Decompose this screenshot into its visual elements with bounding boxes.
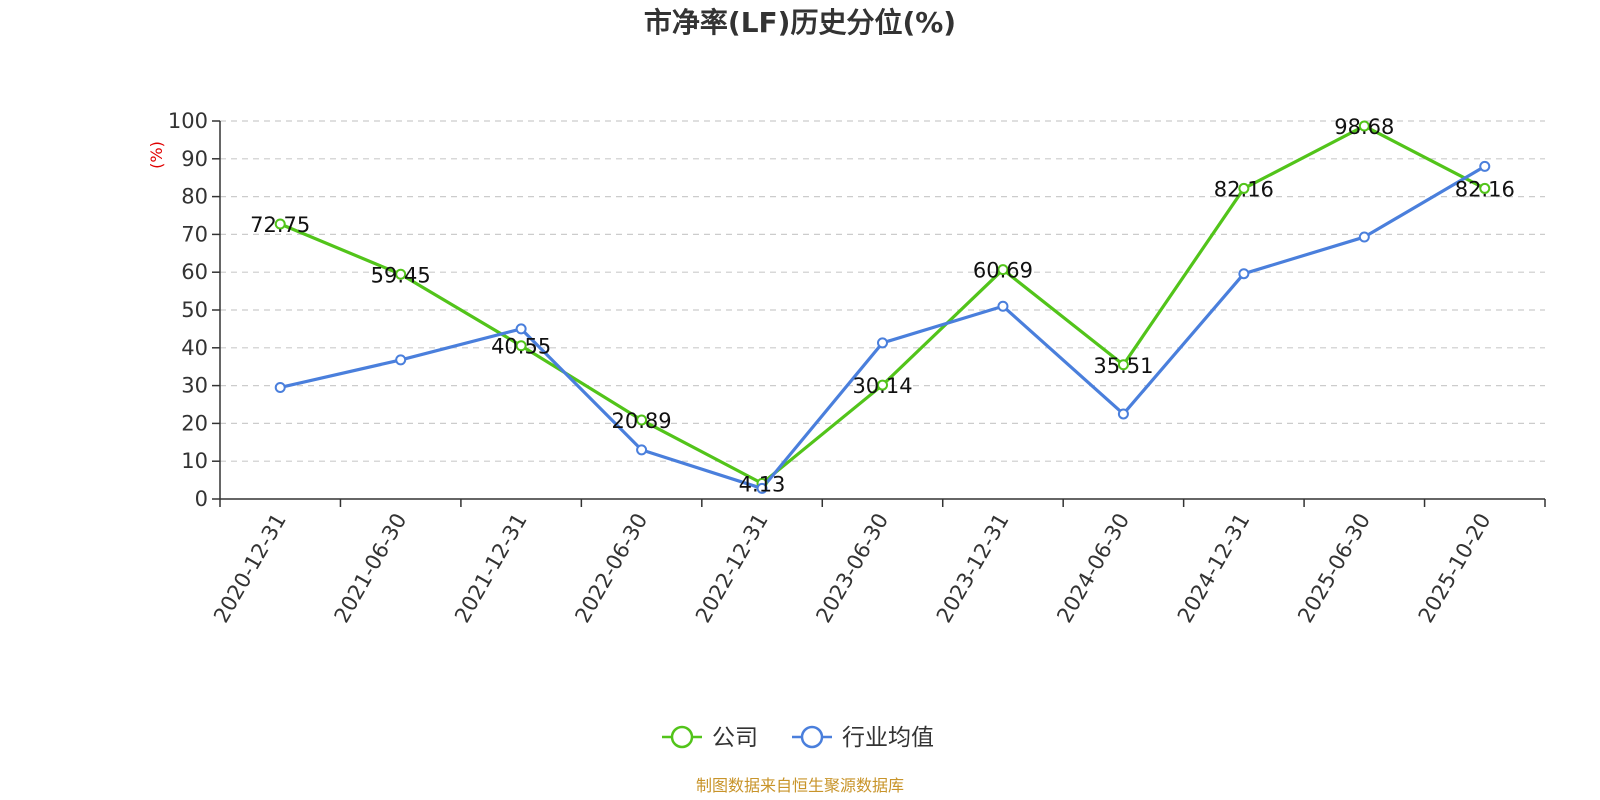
source-note: 制图数据来自恒生聚源数据库 <box>696 776 904 795</box>
data-point-industry-average[interactable] <box>1358 231 1370 243</box>
data-label: 98.68 <box>1334 115 1394 139</box>
x-tick-label: 2021-12-31 <box>450 509 532 627</box>
series-group <box>274 120 1491 494</box>
y-tick-label: 10 <box>181 449 208 473</box>
chart-title: 市净率(LF)历史分位(%) <box>644 6 956 39</box>
data-point-industry-average[interactable] <box>395 354 407 366</box>
data-point-company[interactable] <box>636 414 648 426</box>
series-line-industry-average <box>279 164 1486 491</box>
data-point-company[interactable] <box>395 268 407 280</box>
data-label: 30.14 <box>852 374 912 398</box>
y-tick-label: 80 <box>181 185 208 209</box>
data-label: 4.13 <box>739 472 786 496</box>
y-tick-label: 90 <box>181 147 208 171</box>
x-tick-label: 2025-10-20 <box>1414 509 1496 627</box>
legend-label-industry-average[interactable]: 行业均值 <box>842 725 934 751</box>
x-tick-label: 2024-12-31 <box>1173 509 1255 627</box>
data-label: 82.16 <box>1214 177 1274 201</box>
data-point-company[interactable] <box>1238 182 1250 194</box>
data-labels: 72.75 59.45 40.55 20.89 4.13 30.14 60.69 35.51 8… <box>250 115 1515 496</box>
y-tick-label: 70 <box>181 222 208 246</box>
y-tick-label: 50 <box>181 298 208 322</box>
data-point-company[interactable] <box>877 379 888 391</box>
x-tick-label: 2022-06-30 <box>570 509 652 627</box>
data-point-company[interactable] <box>274 218 286 230</box>
legend-label-company[interactable]: 公司 <box>712 725 758 751</box>
series-line-company <box>279 124 1486 485</box>
legend[interactable]: 公司 行业均值 <box>662 725 934 751</box>
x-tick-label: 2024-06-30 <box>1052 509 1134 627</box>
y-tick-label: 60 <box>181 260 208 284</box>
data-point-industry-average[interactable] <box>877 337 888 349</box>
data-point-industry-average[interactable] <box>1479 160 1491 172</box>
data-point-industry-average[interactable] <box>274 381 286 393</box>
data-label: 82.16 <box>1455 177 1515 201</box>
legend-marker <box>670 725 694 749</box>
y-axis-label: (%) <box>147 141 166 169</box>
data-point-industry-average[interactable] <box>636 444 648 456</box>
x-tick-label: 2022-12-31 <box>691 509 773 627</box>
data-point-industry-average[interactable] <box>515 323 527 335</box>
x-tick-label: 2020-12-31 <box>209 509 291 627</box>
legend-marker <box>800 725 824 749</box>
data-point-company[interactable] <box>1358 120 1370 132</box>
data-label: 40.55 <box>491 335 551 359</box>
data-point-company[interactable] <box>997 264 1009 276</box>
data-label: 20.89 <box>612 409 672 433</box>
x-tick-label: 2021-06-30 <box>330 509 412 627</box>
y-tick-label: 0 <box>195 487 208 511</box>
data-label: 60.69 <box>973 259 1033 283</box>
data-point-industry-average[interactable] <box>997 300 1009 312</box>
y-tick-label: 30 <box>181 374 208 398</box>
data-label: 35.51 <box>1093 354 1153 378</box>
y-tick-label: 100 <box>168 109 208 133</box>
x-tick-label: 2023-12-31 <box>932 509 1014 627</box>
data-point-company[interactable] <box>1479 182 1491 194</box>
data-point-industry-average[interactable] <box>1238 268 1250 280</box>
data-point-industry-average[interactable] <box>1117 408 1129 420</box>
data-label: 72.75 <box>250 213 310 237</box>
axes: 0 10 20 30 40 50 60 70 80 90 100 2020-12-31 2021-06-… <box>168 109 1546 627</box>
x-tick-label: 2023-06-30 <box>811 509 893 627</box>
grid-lines <box>220 120 1545 462</box>
data-point-company[interactable] <box>515 340 527 352</box>
data-label: 59.45 <box>371 263 431 287</box>
y-tick-label: 20 <box>181 411 208 435</box>
y-tick-label: 40 <box>181 336 208 360</box>
x-tick-label: 2025-06-30 <box>1293 509 1375 627</box>
data-point-industry-average[interactable] <box>756 482 768 494</box>
data-point-company[interactable] <box>1117 359 1129 371</box>
